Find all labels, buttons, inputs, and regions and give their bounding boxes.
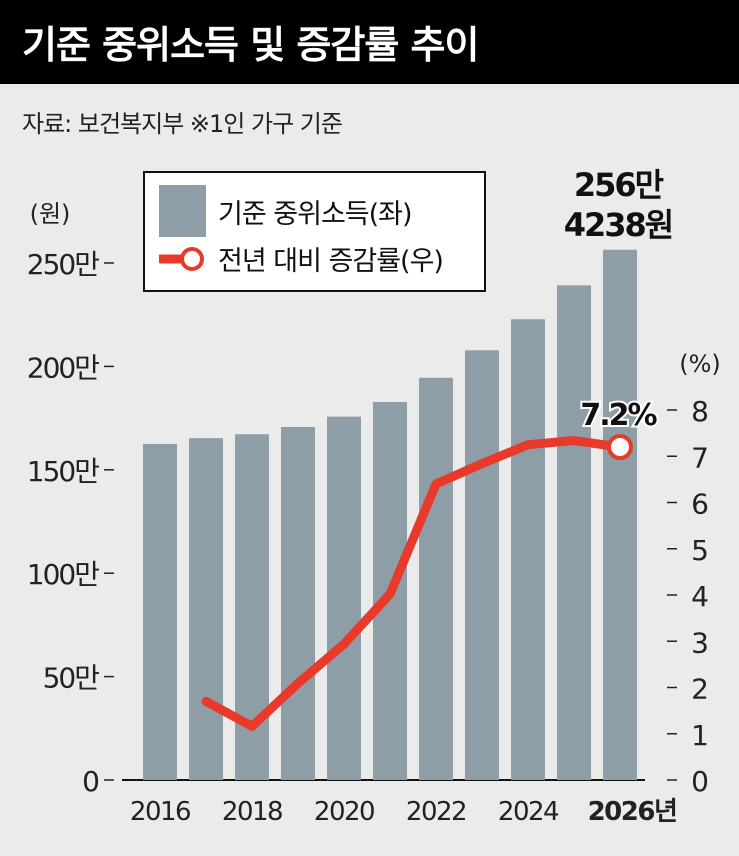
right-tick-label: 5 xyxy=(691,534,709,567)
x-tick-label: 2026년 xyxy=(588,797,677,827)
right-tick-label: 6 xyxy=(691,488,709,521)
x-tick-label: 2020 xyxy=(314,797,374,827)
left-tick-label: 200만 xyxy=(27,351,99,384)
bar-2023 xyxy=(465,350,499,780)
bar-2020 xyxy=(327,416,361,780)
x-tick-label: 2022 xyxy=(406,797,466,827)
right-tick-label: 8 xyxy=(691,395,709,428)
legend-label-bar: 기준 중위소득(좌) xyxy=(218,198,413,230)
left-tick-label: 50만 xyxy=(43,662,100,695)
bar-2022 xyxy=(419,377,453,780)
left-tick-label: 0 xyxy=(82,765,98,798)
bar-2025 xyxy=(557,285,591,780)
line-point-2026 xyxy=(607,434,633,460)
left-tick-label: 100만 xyxy=(27,558,99,591)
right-tick-label: 2 xyxy=(691,673,709,706)
left-tick-label: 150만 xyxy=(27,455,99,488)
bar-annotation-value: 256만 xyxy=(574,166,664,204)
x-tick-label: 2016 xyxy=(130,797,190,827)
legend-label-line: 전년 대비 증감률(우) xyxy=(218,246,444,277)
title-bar: 기준 중위소득 및 증감률 추이 xyxy=(0,0,739,84)
x-tick-label: 2024 xyxy=(498,797,559,827)
bar-2024 xyxy=(511,319,545,780)
bar-2016 xyxy=(143,443,177,780)
source-note: 자료: 보건복지부 ※1인 가구 기준 xyxy=(22,110,343,138)
right-tick-label: 0 xyxy=(691,765,709,798)
legend-item-line: 전년 대비 증감률(우) xyxy=(159,239,444,278)
x-tick-label: 2018 xyxy=(222,797,282,827)
right-axis-unit: (%) xyxy=(679,350,721,378)
right-tick-label: 3 xyxy=(691,626,709,659)
legend-item-bar: 기준 중위소득(좌) xyxy=(159,185,413,237)
line-annotation-value: 7.2% xyxy=(580,398,657,433)
bar-2019 xyxy=(281,426,315,780)
chart-title: 기준 중위소득 및 증감률 추이 xyxy=(22,23,479,67)
bar-annotation-value: 4238원 xyxy=(564,206,673,244)
legend-line-swatch xyxy=(159,246,204,271)
right-tick-label: 4 xyxy=(691,580,709,613)
legend: 기준 중위소득(좌) 전년 대비 증감률(우) xyxy=(143,171,486,292)
growth-rate-line xyxy=(201,436,625,731)
legend-bar-swatch xyxy=(159,185,206,237)
left-tick-label: 250만 xyxy=(27,248,99,281)
left-axis-unit: (원) xyxy=(30,200,71,228)
right-tick-label: 1 xyxy=(691,719,709,752)
bar-2017 xyxy=(189,438,223,780)
bar-2026 xyxy=(603,249,637,781)
right-tick-label: 7 xyxy=(691,441,709,474)
